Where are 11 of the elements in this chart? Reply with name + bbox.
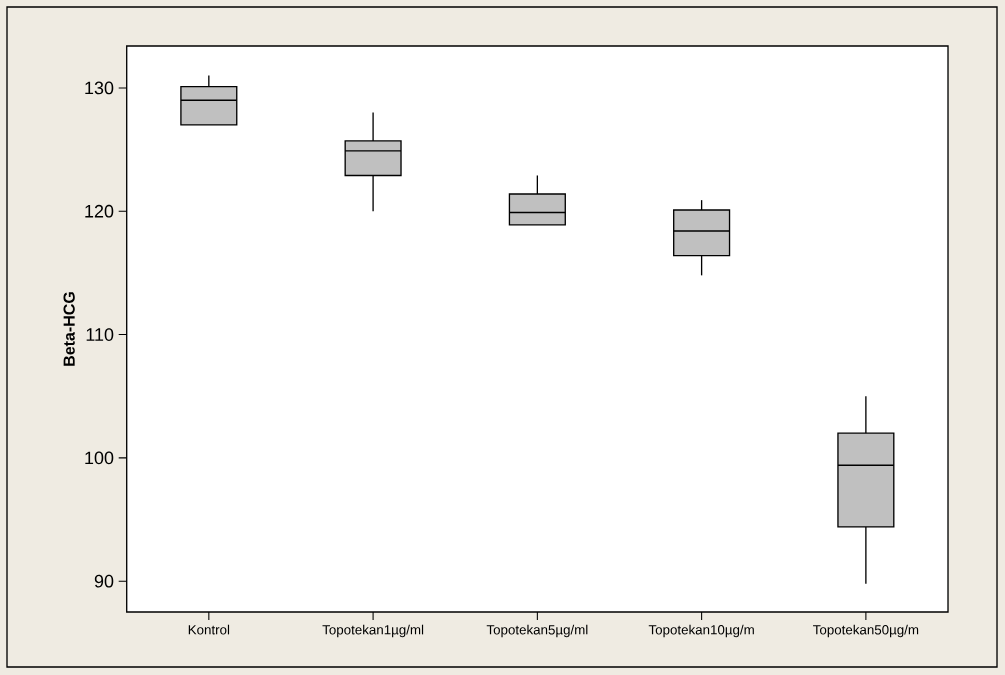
x-tick-label: Topotekan10µg/m [648, 624, 754, 638]
y-tick-label: 100 [85, 451, 114, 465]
y-tick-label: 110 [86, 328, 114, 341]
x-tick-label: Topotekan5µg/ml [486, 624, 588, 638]
x-tick-label: Kontrol [188, 624, 230, 635]
y-tick-label: 90 [94, 574, 114, 588]
y-tick-label: 120 [85, 204, 114, 218]
x-tick-label: Topotekan1µg/ml [322, 624, 424, 638]
y-tick-label: 130 [85, 81, 114, 95]
x-tick-label: Topotekan50µg/m [813, 624, 919, 638]
y-axis-title: Beta-HCG [63, 292, 75, 366]
